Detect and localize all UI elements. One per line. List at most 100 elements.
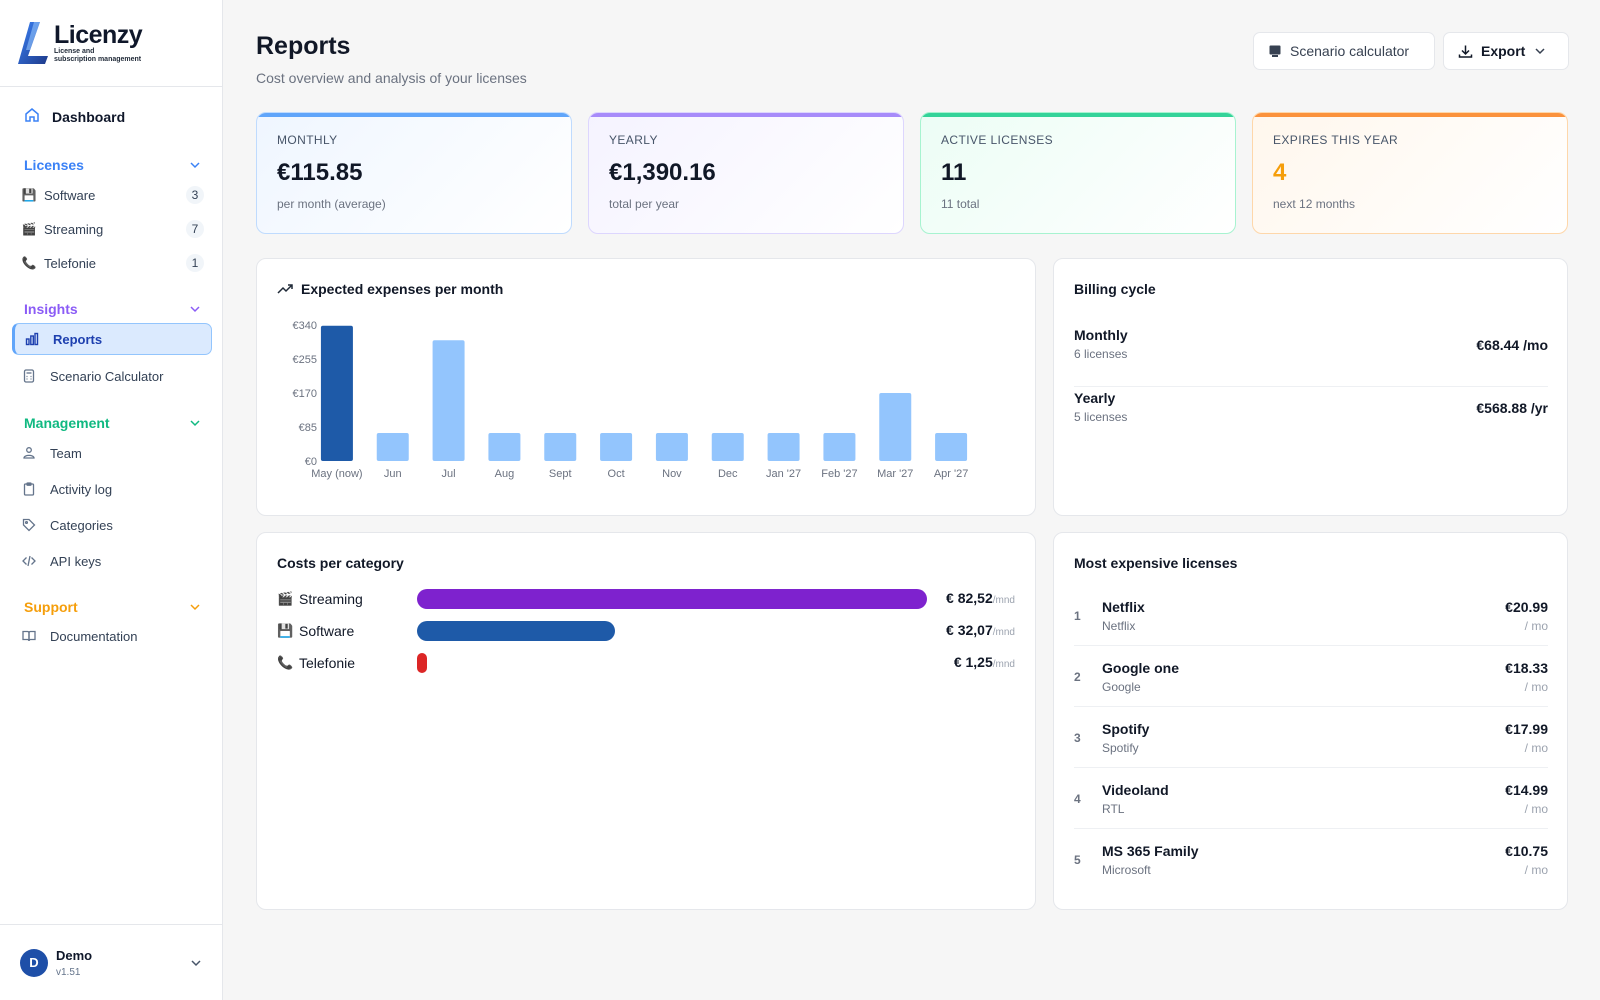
rank: 4 xyxy=(1074,792,1081,806)
x-tick-label: Feb '27 xyxy=(821,468,857,480)
costs-per-category-title: Costs per category xyxy=(277,555,404,571)
kpi-value: €1,390.16 xyxy=(609,159,716,186)
sidebar-item-label: Team xyxy=(50,445,82,461)
section-licenses-title: Licenses xyxy=(24,157,84,173)
y-tick-label: €85 xyxy=(299,422,317,434)
category-row: 💾 Software € 32,07/mnd xyxy=(277,619,1015,643)
trending-up-icon xyxy=(277,283,293,295)
bar-8[interactable] xyxy=(767,433,800,461)
brand-logo[interactable]: Licenzy License and subscription managem… xyxy=(0,0,222,87)
billing-cycle-card: Billing cycle Monthly 6 licenses €68.44 … xyxy=(1053,258,1568,516)
y-tick-label: €170 xyxy=(293,388,317,400)
nav-dashboard[interactable]: Dashboard xyxy=(12,104,212,130)
logo-icon xyxy=(16,20,50,66)
category-bar-track xyxy=(417,653,927,673)
kpi-monthly: MONTHLY €115.85 per month (average) xyxy=(256,112,572,234)
export-button[interactable]: Export xyxy=(1443,32,1569,70)
top-license-row[interactable]: 4 Videoland RTL €14.99 / mo xyxy=(1074,768,1548,829)
sidebar-item-telefonie[interactable]: 📞 Telefonie 1 xyxy=(12,247,212,279)
page-subtitle: Cost overview and analysis of your licen… xyxy=(256,70,527,86)
kpi-value: €115.85 xyxy=(277,159,363,186)
license-name: Google one xyxy=(1102,660,1179,676)
billing-row-monthly: Monthly 6 licenses €68.44 /mo xyxy=(1074,327,1548,387)
license-price-unit: / mo xyxy=(1524,741,1548,755)
rank: 2 xyxy=(1074,670,1081,684)
billing-label: Yearly xyxy=(1074,390,1116,406)
section-insights-title: Insights xyxy=(24,301,78,317)
kpi-label: YEARLY xyxy=(609,133,658,147)
category-bar-track xyxy=(417,589,927,609)
phone-icon: 📞 xyxy=(21,256,37,270)
license-name: Netflix xyxy=(1102,599,1145,615)
sidebar-item-label: Reports xyxy=(53,331,103,347)
export-label: Export xyxy=(1481,43,1526,59)
sidebar-item-label: Telefonie xyxy=(44,255,97,271)
top-license-row[interactable]: 5 MS 365 Family Microsoft €10.75 / mo xyxy=(1074,829,1548,890)
chevron-down-icon xyxy=(191,959,201,966)
license-vendor: Google xyxy=(1102,680,1141,694)
sidebar-item-reports[interactable]: Reports xyxy=(12,323,212,355)
sidebar-item-label: Categories xyxy=(50,517,113,533)
billing-value: €568.88 /yr xyxy=(1476,400,1548,416)
bar-7[interactable] xyxy=(711,433,744,461)
bar-11[interactable] xyxy=(935,433,968,461)
bar-3[interactable] xyxy=(488,433,521,461)
sidebar-item-scenario-calculator[interactable]: Scenario Calculator xyxy=(12,360,212,392)
bar-4[interactable] xyxy=(544,433,577,461)
user-menu[interactable]: D Demo v1.51 xyxy=(0,924,223,1000)
category-bar-fill xyxy=(417,653,428,673)
bar-5[interactable] xyxy=(600,433,633,461)
app-version: v1.51 xyxy=(56,966,81,978)
sidebar-item-team[interactable]: Team xyxy=(12,437,212,469)
expenses-bar-chart: €0 €85 €170 €255 €340 May (now) Jun Jul Aug Sept O… xyxy=(293,320,969,480)
category-bar-track xyxy=(417,621,927,641)
license-vendor: Netflix xyxy=(1102,619,1136,633)
bar-9[interactable] xyxy=(823,433,856,461)
license-name: MS 365 Family xyxy=(1102,843,1199,859)
billing-value: €68.44 /mo xyxy=(1476,337,1548,353)
bar-6[interactable] xyxy=(655,433,688,461)
category-name: Telefonie xyxy=(299,655,356,671)
costs-per-category-card: Costs per category 🎬 Streaming € 82,52/mnd… xyxy=(256,532,1036,910)
scenario-calculator-button[interactable]: Scenario calculator xyxy=(1253,32,1435,70)
sidebar-item-api-keys[interactable]: API keys xyxy=(12,545,212,577)
category-amount: € 1,25 xyxy=(953,654,993,670)
top-license-row[interactable]: 1 Netflix Netflix €20.99 / mo xyxy=(1074,585,1548,646)
home-icon xyxy=(24,107,40,128)
category-name: Software xyxy=(299,623,355,639)
bar-0[interactable] xyxy=(320,325,353,461)
section-insights[interactable]: Insights xyxy=(24,299,200,319)
sidebar-item-activity-log[interactable]: Activity log xyxy=(12,473,212,505)
chevron-down-icon xyxy=(1535,48,1545,55)
scenario-calculator-label: Scenario calculator xyxy=(1290,43,1410,59)
category-amount: € 32,07 xyxy=(946,622,993,638)
x-tick-label: Dec xyxy=(718,468,738,480)
page-title: Reports xyxy=(256,32,351,60)
sidebar-item-software[interactable]: 💾 Software 3 xyxy=(12,179,212,211)
top-license-row[interactable]: 2 Google one Google €18.33 / mo xyxy=(1074,646,1548,707)
count-badge: 3 xyxy=(186,186,204,204)
section-licenses[interactable]: Licenses xyxy=(24,155,200,175)
clipboard-icon xyxy=(20,480,38,498)
chevron-down-icon xyxy=(190,306,200,313)
top-license-row[interactable]: 3 Spotify Spotify €17.99 / mo xyxy=(1074,707,1548,768)
bar-10[interactable] xyxy=(879,393,912,461)
sidebar-item-streaming[interactable]: 🎬 Streaming 7 xyxy=(12,213,212,245)
sidebar-item-categories[interactable]: Categories xyxy=(12,509,212,541)
sidebar-item-documentation[interactable]: Documentation xyxy=(12,620,212,652)
license-price: €10.75 xyxy=(1505,843,1548,859)
kpi-accent-bar xyxy=(1253,113,1567,117)
chevron-down-icon xyxy=(190,604,200,611)
category-value: € 82,52/mnd xyxy=(946,590,1015,606)
kpi-sub: 11 total xyxy=(941,197,980,211)
category-row: 📞 Telefonie € 1,25/mnd xyxy=(277,651,1015,675)
section-management[interactable]: Management xyxy=(24,413,200,433)
kpi-value: 4 xyxy=(1273,159,1287,186)
x-tick-label: Aug xyxy=(495,468,515,480)
section-support[interactable]: Support xyxy=(24,597,200,617)
kpi-accent-bar xyxy=(589,113,903,117)
phone-icon: 📞 xyxy=(277,655,294,670)
bar-2[interactable] xyxy=(432,340,465,461)
category-unit: /mnd xyxy=(992,627,1015,638)
bar-1[interactable] xyxy=(376,433,409,461)
